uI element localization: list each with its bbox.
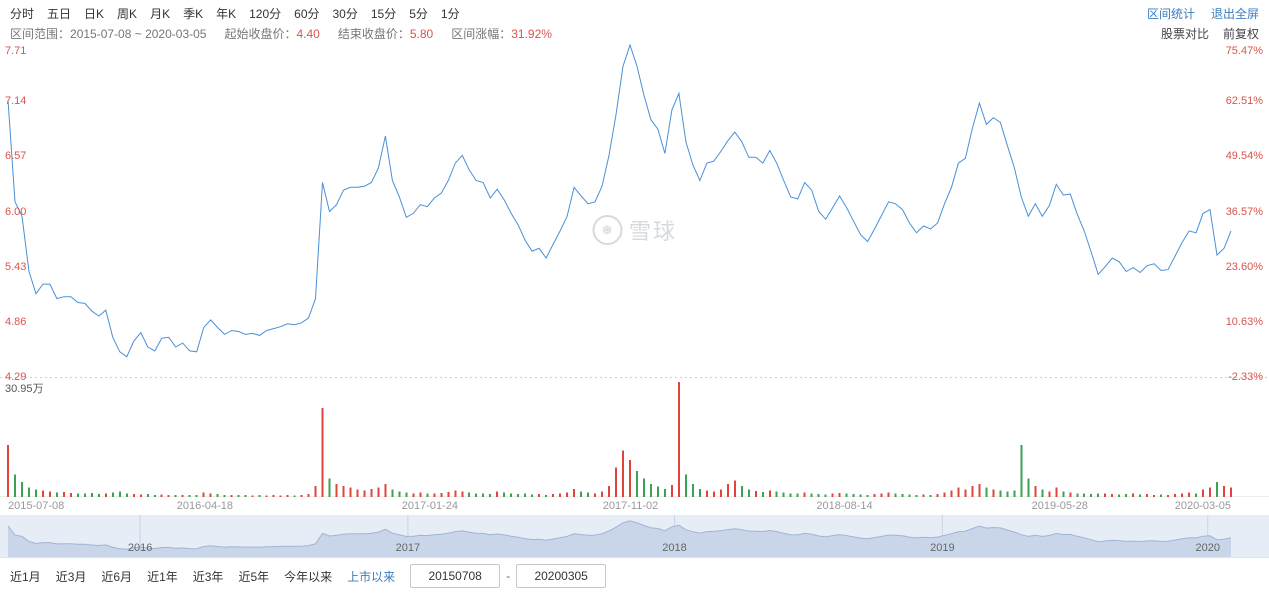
snowball-logo-icon: ❅ (591, 215, 622, 245)
price-axis-label: 6.57 (5, 150, 27, 163)
range-info-bar: 区间范围：2015-07-08 ~ 2020-03-05 起始收盘价：4.40 … (0, 26, 1269, 42)
period-tab[interactable]: 年K (216, 6, 237, 21)
date-axis: 2015-07-08 2016-04-18 2017-01-24 2017-11-02… (0, 500, 1269, 514)
percent-axis-label: 62.51% (1225, 95, 1263, 108)
period-toolbar: 分时 五日 日K 周K 月K 季K 年K 120分 60分 30分 15分 5分 1分 区间统计 退出全屏 (0, 0, 1269, 26)
range-link[interactable]: 上市以来 (347, 569, 396, 584)
range-link[interactable]: 近1年 (147, 569, 178, 584)
end-date-input[interactable] (516, 564, 607, 588)
percent-axis-label: 49.54% (1225, 150, 1263, 163)
chart-area[interactable]: 7.71 7.14 6.57 6.00 5.43 4.86 4.29 75.47% 62.51… (0, 42, 1269, 514)
toolbar-link[interactable]: 退出全屏 (1210, 6, 1259, 21)
navigator-year-label: 2018 (662, 542, 687, 554)
range-change-info: 区间涨幅：31.92% (451, 26, 552, 42)
period-tab[interactable]: 60分 (294, 6, 320, 21)
price-axis-label: 7.71 (5, 45, 27, 57)
date-axis-label: 2015-07-08 (8, 500, 65, 512)
price-line-chart[interactable] (0, 42, 1269, 382)
period-tab[interactable]: 15分 (370, 6, 397, 21)
start-date-input[interactable] (410, 564, 501, 588)
navigator-year-label: 2020 (1195, 542, 1220, 554)
date-axis-label: 2016-04-18 (176, 500, 234, 512)
end-close-info: 结束收盘价：5.80 (338, 26, 433, 42)
end-close-label: 结束收盘价： (337, 27, 410, 41)
start-close-label: 起始收盘价： (224, 27, 297, 41)
date-axis-label: 2017-11-02 (602, 500, 659, 512)
range-label: 区间范围： (10, 27, 71, 41)
info-link[interactable]: 前复权 (1222, 27, 1259, 41)
range-link[interactable]: 近6月 (101, 569, 133, 584)
range-link[interactable]: 近3年 (192, 569, 224, 584)
infobar-right-links: 股票对比 前复权 (1161, 26, 1259, 42)
date-separator: - (506, 569, 511, 583)
percent-axis-label: 10.63% (1225, 315, 1263, 328)
toolbar-link[interactable]: 区间统计 (1146, 6, 1195, 21)
percent-axis-label: -2.33% (1228, 371, 1263, 383)
price-axis-label: 5.43 (5, 260, 27, 273)
period-tab[interactable]: 5分 (409, 6, 428, 21)
date-axis-label: 2019-05-28 (1031, 500, 1088, 512)
period-tab[interactable]: 30分 (332, 6, 358, 21)
end-close-value: 5.80 (409, 27, 434, 41)
range-link[interactable]: 近5年 (238, 569, 270, 584)
period-tab[interactable]: 分时 (10, 6, 35, 21)
watermark-text: 雪球 (628, 219, 678, 244)
price-axis-label: 4.86 (5, 315, 27, 328)
navigator-year-label: 2016 (127, 542, 153, 554)
range-link[interactable]: 近1月 (10, 569, 41, 584)
navigator-year-label: 2017 (395, 542, 421, 554)
range-links: 近1月 近3月 近6月 近1年 近3年 近5年 今年以来 上市以来 (10, 568, 395, 585)
date-axis-label: 2017-01-24 (401, 500, 459, 512)
start-close-value: 4.40 (296, 27, 320, 41)
period-tab[interactable]: 周K (117, 6, 138, 21)
period-tabs: 分时 五日 日K 周K 月K 季K 年K 120分 60分 30分 15分 5分 1分 (10, 5, 460, 22)
percent-axis-label: 75.47% (1225, 45, 1263, 57)
range-change-label: 区间涨幅： (451, 27, 512, 41)
date-axis-label: 2018-08-14 (816, 500, 873, 512)
range-info: 区间范围：2015-07-08 ~ 2020-03-05 (10, 26, 206, 42)
navigator-mini-chart (7, 515, 1232, 557)
percent-axis-label: 36.57% (1225, 205, 1263, 218)
range-link[interactable]: 近3月 (55, 569, 87, 584)
toolbar-right-links: 区间统计 退出全屏 (1147, 5, 1259, 22)
period-tab[interactable]: 月K (150, 6, 171, 21)
price-axis-label: 6.00 (5, 205, 27, 218)
range-value: 2015-07-08 ~ 2020-03-05 (70, 27, 207, 41)
period-tab[interactable]: 五日 (47, 6, 72, 21)
range-link[interactable]: 今年以来 (284, 569, 333, 584)
period-tab[interactable]: 季K (183, 6, 204, 21)
info-link[interactable]: 股票对比 (1160, 27, 1209, 41)
navigator-year-label: 2019 (930, 542, 955, 554)
period-tab[interactable]: 日K (84, 6, 105, 21)
range-change-value: 31.92% (511, 27, 552, 41)
volume-bars-chart[interactable] (0, 381, 1269, 497)
watermark: ❅ 雪球 (591, 214, 678, 246)
price-axis-label: 4.29 (5, 371, 27, 383)
price-axis-label: 7.14 (5, 95, 27, 108)
range-navigator[interactable]: 2016 2017 2018 2019 2020 (0, 515, 1269, 557)
start-close-info: 起始收盘价：4.40 (224, 26, 319, 42)
percent-axis-label: 23.60% (1225, 260, 1263, 273)
volume-max-label: 30.95万 (5, 383, 44, 395)
period-tab[interactable]: 1分 (440, 6, 460, 21)
period-tab[interactable]: 120分 (249, 6, 282, 21)
date-axis-label: 2020-03-05 (1174, 500, 1231, 512)
